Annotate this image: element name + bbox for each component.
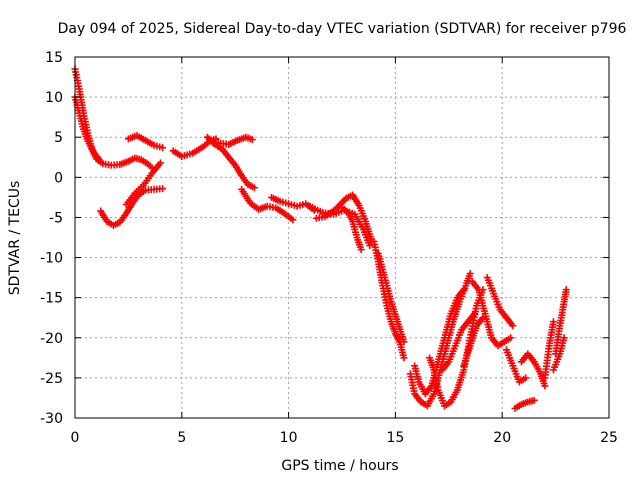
data-point [159,144,167,152]
y-tick-label: -25 [40,371,63,387]
data-point [470,310,478,318]
series-s26 [541,318,557,382]
series-s25 [511,396,538,412]
x-axis-label: GPS time / hours [281,458,398,474]
y-tick-label: -20 [40,331,63,347]
x-tick-label: 20 [493,430,511,446]
x-tick-label: 0 [71,430,80,446]
series-s7 [203,133,258,192]
series-s9 [238,185,297,224]
x-tick-label: 10 [280,430,298,446]
series-s22 [483,274,517,330]
data-point [466,270,474,278]
series-s15 [374,250,408,346]
data-point [560,334,568,342]
y-tick-label: 15 [45,50,63,66]
data-point [541,382,549,390]
data-point [248,136,256,144]
chart-title: Day 094 of 2025, Sidereal Day-to-day VTE… [58,21,627,37]
y-tick-label: 10 [45,90,63,106]
y-tick-label: 5 [54,130,63,146]
data-point [250,184,258,192]
y-tick-label: -15 [40,291,63,307]
series-s19 [438,310,478,374]
data-point [400,354,408,362]
data-points [71,65,570,412]
axis-ticks: 0 5 10 15 20 25 15 10 5 0 -5 -10 -15 -20 -25 -30 [40,50,618,446]
y-tick-label: -30 [40,411,63,427]
series-s21 [468,278,515,350]
data-point [507,334,515,342]
data-point [212,135,220,143]
data-point [366,242,374,250]
data-point [97,157,105,165]
y-tick-label: -10 [40,251,63,267]
series-s27 [552,286,570,358]
series-s5 [124,132,167,152]
series-s20 [460,314,487,370]
data-point [522,374,530,382]
series-s17 [411,286,468,398]
data-point [460,286,468,294]
y-tick-label: -5 [49,210,63,226]
y-tick-label: 0 [54,170,63,186]
series-s2 [71,93,105,165]
data-point [562,286,570,294]
series-s23 [502,346,530,386]
series-s28 [549,334,568,374]
data-point [357,246,365,254]
x-tick-label: 15 [386,430,404,446]
series-s8 [214,133,256,148]
data-point [509,322,517,330]
x-tick-label: 5 [177,430,186,446]
data-point [400,338,408,346]
data-point [289,216,297,224]
data-point [549,318,557,326]
x-tick-label: 25 [600,430,618,446]
grid-lines [75,57,609,418]
y-axis-label: SDTVAR / TECUs [7,181,23,296]
data-point [159,185,167,193]
series-s4 [122,159,164,209]
data-point [530,396,538,404]
data-point [156,159,164,167]
series-s13 [338,204,365,254]
plot-frame [74,56,610,419]
